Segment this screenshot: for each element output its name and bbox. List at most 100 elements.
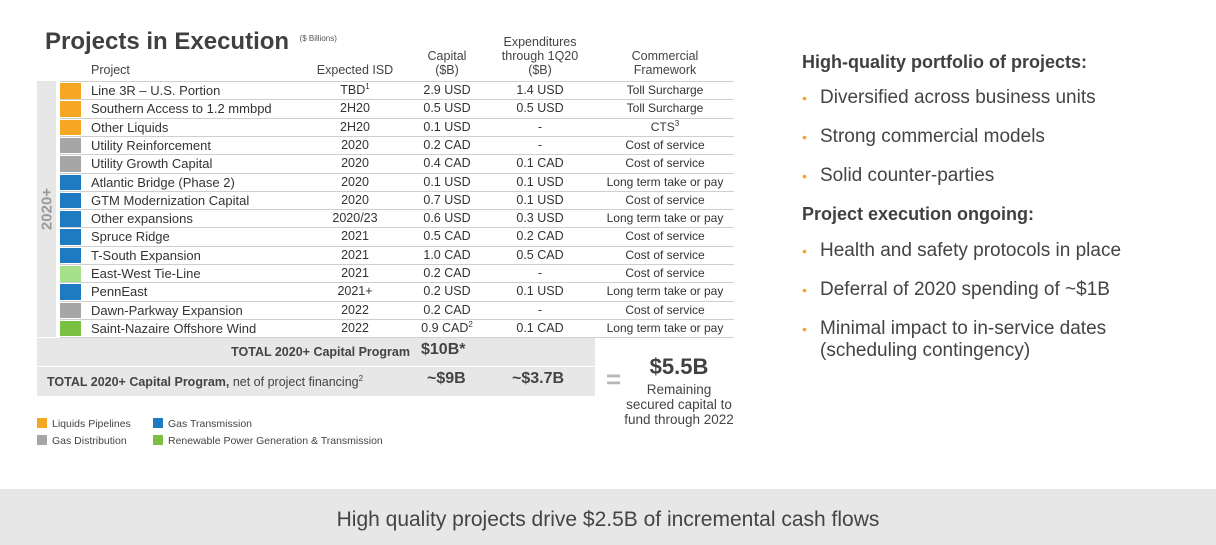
bullet-text: Deferral of 2020 spending of ~$1B	[820, 279, 1110, 300]
framework-text: Long term take or pay	[606, 174, 724, 189]
expenditure-value: 1.4 USD	[516, 83, 564, 97]
project-name: GTM Modernization Capital	[91, 192, 250, 208]
capital-value: 0.4 CAD	[410, 155, 484, 172]
header-isd: Expected ISD	[316, 63, 394, 77]
legend-gas-transmission-label: Gas Transmission	[168, 418, 253, 430]
category-swatch	[60, 266, 81, 282]
category-swatch	[60, 284, 81, 300]
capital-value: 0.2 CAD	[410, 265, 484, 282]
expected-isd: 2021	[296, 247, 414, 264]
table-row: Utility Reinforcement 2020 0.2 CAD - Cost of…	[60, 135, 734, 154]
category-swatch	[60, 101, 81, 117]
legend-gas-distribution-swatch	[37, 435, 47, 445]
framework-text: Toll Surcharge	[626, 101, 704, 116]
expenditure-value: 0.2 CAD	[516, 229, 564, 244]
framework-text: CTS	[650, 119, 675, 134]
bullet-item: • Minimal impact to in-service dates (sche…	[802, 318, 1202, 362]
isd-value: 2020	[341, 137, 369, 152]
isd-value: 2022	[341, 302, 369, 317]
capital-amount: 0.1 USD	[423, 174, 471, 189]
legend-renewable-label: Renewable Power Generation & Transmissio…	[168, 435, 383, 447]
table-row: PennEast 2021+ 0.2 USD 0.1 USD Long term tak…	[60, 282, 734, 300]
isd-value: 2020	[341, 192, 369, 207]
isd-value: 2022	[341, 320, 369, 335]
expected-isd: 2020	[296, 137, 414, 154]
expected-isd: TBD1	[296, 82, 414, 99]
project-name: Dawn-Parkway Expansion	[91, 302, 243, 318]
framework-text: Toll Surcharge	[626, 83, 704, 97]
portfolio-bullets: • Diversified across business units • Stron…	[802, 87, 1202, 187]
project-name: Utility Reinforcement	[91, 137, 211, 153]
isd-value: 2H20	[340, 119, 370, 134]
title-block: Projects in Execution ($ Billions)	[45, 28, 337, 56]
commercial-framework: Cost of service	[590, 302, 740, 319]
bullet-text: Strong commercial models	[820, 126, 1045, 147]
isd-value: 2020/23	[332, 211, 378, 226]
table-row: GTM Modernization Capital 2020 0.7 USD 0.1 …	[60, 190, 734, 209]
legend-liquids: Liquids Pipelines	[37, 418, 131, 430]
expenditure-value: 0.5 CAD	[516, 247, 564, 262]
capital-amount: 0.9 CAD	[421, 320, 469, 335]
category-swatch	[60, 119, 81, 136]
expected-isd: 2021	[296, 228, 414, 245]
expected-isd: 2021+	[296, 283, 414, 300]
framework-text: Cost of service	[625, 192, 705, 207]
total-net-capital: ~$9B	[427, 370, 466, 387]
table-row: T-South Expansion 2021 1.0 CAD 0.5 CAD Cost …	[60, 245, 734, 264]
table-row: Other Liquids 2H20 0.1 USD - CTS3	[60, 117, 734, 136]
expenditure-value: -	[537, 266, 543, 280]
project-name: Other expansions	[91, 211, 193, 227]
header-expenditures: Expenditures through 1Q20 ($B)	[490, 35, 590, 77]
expenditure-value: 0.1 USD	[516, 192, 564, 207]
category-swatch	[60, 320, 81, 337]
project-name: T-South Expansion	[91, 247, 201, 263]
expenditure-value: 0.3 USD	[516, 211, 564, 226]
table-bottom-rule	[60, 337, 734, 339]
category-swatch	[60, 83, 81, 99]
capital-value: 2.9 USD	[410, 82, 484, 99]
total-capital-row: TOTAL 2020+ Capital Program $10B*	[37, 338, 595, 366]
header-exp-l2: through 1Q20	[501, 49, 579, 63]
title-unit: ($ Billions)	[299, 34, 337, 43]
capital-value: 0.1 USD	[410, 174, 484, 191]
framework-text: Long term take or pay	[606, 211, 724, 226]
legend-gas-distribution-label: Gas Distribution	[52, 435, 127, 447]
capital-amount: 2.9 USD	[423, 83, 471, 97]
bullet-item: • Health and safety protocols in place	[802, 240, 1202, 262]
header-exp-l3: ($B)	[528, 63, 552, 77]
project-name: Other Liquids	[91, 119, 169, 135]
expected-isd: 2020/23	[296, 210, 414, 227]
bullet-text: Health and safety protocols in place	[820, 240, 1122, 261]
total-capital-label: TOTAL 2020+ Capital Program	[231, 345, 410, 359]
bullet-dot: •	[802, 168, 807, 184]
equals-sign: =	[606, 364, 622, 394]
side-period-bar	[37, 81, 56, 337]
framework-footnote: 3	[674, 118, 680, 128]
expected-isd: 2H20	[296, 100, 414, 117]
expected-isd: 2021	[296, 265, 414, 282]
category-swatch	[60, 247, 81, 264]
commercial-framework: Cost of service	[590, 137, 740, 154]
project-name: Line 3R – U.S. Portion	[91, 83, 221, 98]
expected-isd: 2020	[296, 192, 414, 209]
isd-footnote: 1	[365, 81, 370, 91]
framework-text: Cost of service	[625, 247, 705, 262]
bullet-item: • Solid counter-parties	[802, 165, 1202, 187]
commercial-framework: Long term take or pay	[590, 210, 740, 227]
isd-value: 2020	[341, 156, 369, 171]
table-row: Other expansions 2020/23 0.6 USD 0.3 USD Lon…	[60, 209, 734, 227]
capital-amount: 0.6 USD	[423, 211, 471, 226]
bullet-text-l2: (scheduling contingency)	[820, 340, 1031, 361]
header-framework: Commercial Framework	[592, 49, 738, 77]
header-capital-l2: ($B)	[435, 63, 459, 77]
expenditure-value: -	[537, 119, 543, 134]
project-name: Southern Access to 1.2 mmbpd	[91, 101, 272, 117]
total-net-row: TOTAL 2020+ Capital Program, net of proj…	[37, 366, 595, 396]
capital-value: 0.2 CAD	[410, 137, 484, 154]
remaining-capital-caption: Remaining secured capital to fund throug…	[608, 382, 750, 427]
capital-footnote: 2	[468, 319, 473, 329]
capital-amount: 1.0 CAD	[423, 247, 471, 262]
header-capital-l1: Capital	[427, 49, 467, 63]
total-net-label-rest: net of project financing	[229, 375, 359, 389]
capital-value: 0.5 USD	[410, 100, 484, 117]
